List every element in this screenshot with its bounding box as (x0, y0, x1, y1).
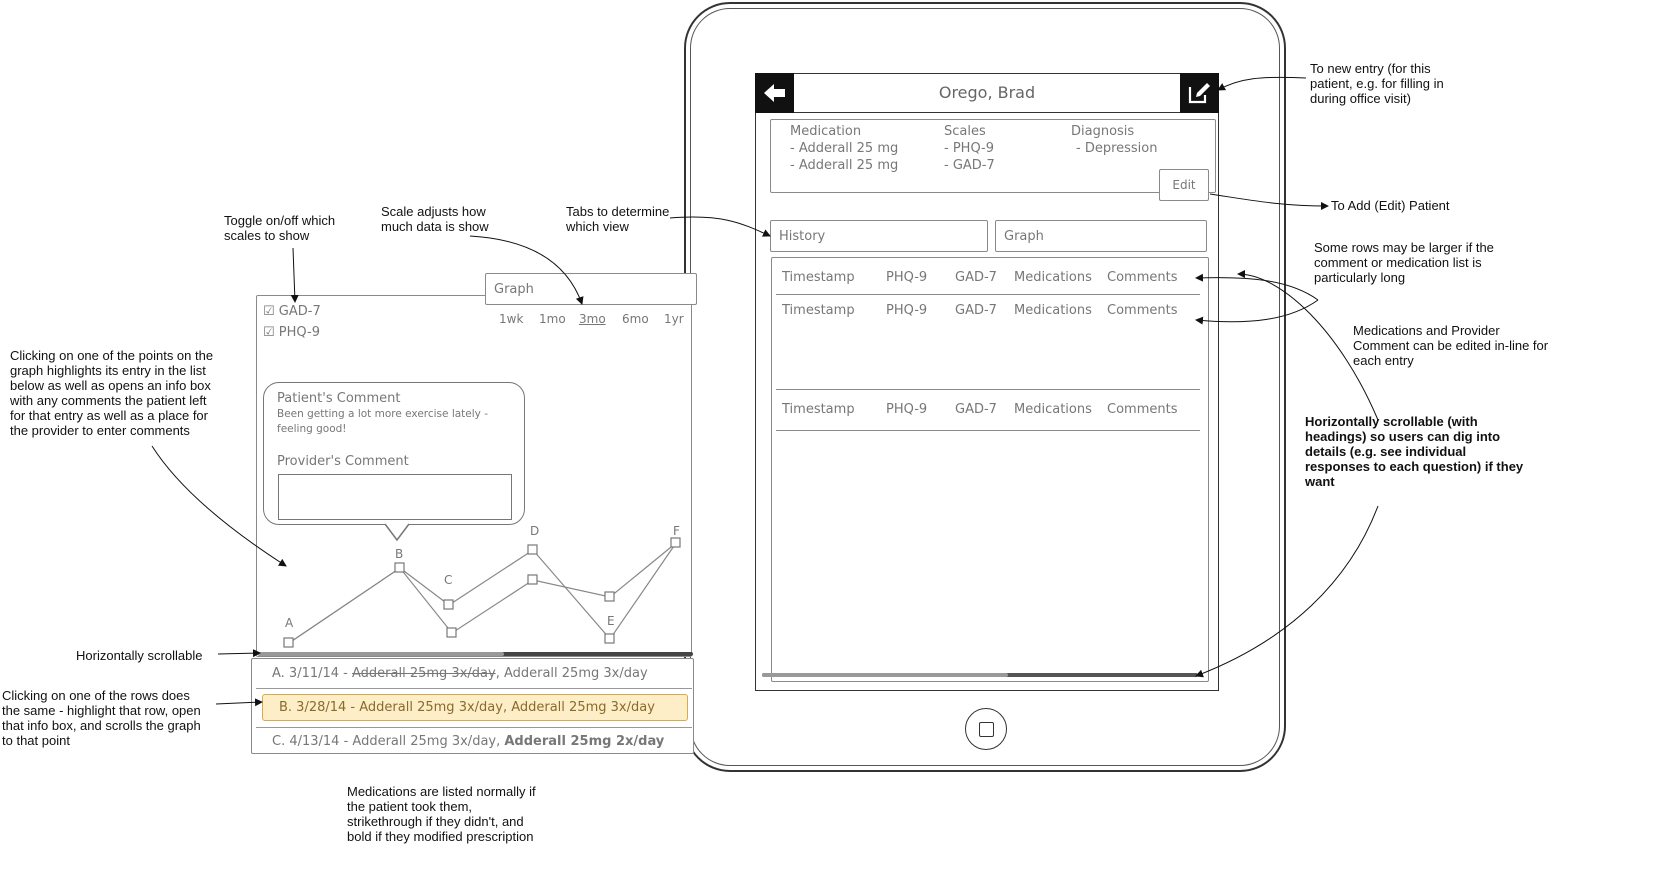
entry-medication: Adderall 25mg 3x/day, (352, 734, 505, 749)
checkbox-checked-icon: ☑ (263, 304, 275, 319)
row-timestamp: Timestamp (782, 303, 855, 318)
medication-item: - Adderall 25 mg (790, 158, 899, 173)
entry-medication: , Adderall 25mg 3x/day (495, 666, 648, 681)
provider-comment-heading: Provider's Comment (277, 454, 409, 469)
graph-horizontal-scrollbar[interactable] (258, 652, 693, 656)
edit-label: Edit (1172, 178, 1196, 192)
point-label-a: A (285, 616, 294, 630)
note-med-listing: Medications are listed normally if the p… (347, 784, 536, 844)
entry-prefix: A. 3/11/14 - Adderall 25mg 3x/day, Adder… (272, 666, 648, 681)
row-phq9: PHQ-9 (886, 402, 928, 417)
row-gad7: GAD-7 (955, 270, 997, 285)
arrow-horiz-scroll (217, 649, 261, 658)
list-item[interactable]: C. 4/13/14 - Adderall 25mg 3x/day, Adder… (256, 727, 692, 754)
history-table (771, 257, 1209, 682)
note-scale: Scale adjusts how much data is show (381, 204, 489, 234)
tab-history[interactable]: History (770, 220, 988, 252)
toggle-phq9[interactable]: ☑ PHQ-9 (263, 325, 320, 340)
row-phq9: PHQ-9 (886, 303, 928, 318)
patient-summary-card (770, 119, 1216, 193)
point-label-e: E (607, 614, 615, 628)
note-horiz-scroll-headings: Horizontally scrollable (with headings) … (1305, 414, 1524, 489)
row-medications[interactable]: Medications (1014, 270, 1092, 285)
patient-comment-line: feeling good! (277, 423, 347, 435)
edit-pencil-icon (1188, 83, 1210, 104)
home-button-square-icon (979, 722, 994, 737)
point-label-c: C (444, 573, 453, 587)
graph-tab-label: Graph (494, 282, 534, 297)
row-comments[interactable]: Comments (1107, 270, 1178, 285)
scales-heading: Scales (944, 124, 986, 139)
tab-graph[interactable]: Graph (995, 220, 1207, 252)
note-click-rows: Clicking on one of the rows does the sam… (2, 688, 201, 748)
row-timestamp: Timestamp (782, 402, 855, 417)
edit-patient-button[interactable]: Edit (1159, 169, 1209, 201)
back-arrow-icon (764, 84, 785, 102)
scale-3mo[interactable]: 3mo (579, 312, 606, 326)
diagnosis-item: - Depression (1076, 141, 1158, 156)
patient-name: Orego, Brad (938, 83, 1036, 102)
table-row[interactable]: Timestamp PHQ-9 GAD-7 Medications Commen… (776, 396, 1200, 431)
tab-graph-label: Graph (1004, 229, 1044, 244)
scale-item: - GAD-7 (944, 158, 995, 173)
scale-1wk[interactable]: 1wk (499, 312, 524, 326)
entry-bold-medication: Adderall 25mg 2x/day (504, 734, 665, 749)
list-item-highlighted[interactable]: B. 3/28/14 - Adderall 25mg 3x/day, Adder… (262, 694, 688, 721)
note-add-edit: To Add (Edit) Patient (1331, 198, 1450, 213)
table-row[interactable]: Timestamp PHQ-9 GAD-7 Medications Commen… (776, 264, 1200, 295)
medication-item: - Adderall 25 mg (790, 141, 899, 156)
diagnosis-heading: Diagnosis (1071, 124, 1135, 139)
note-horiz-scroll: Horizontally scrollable (76, 648, 203, 663)
arrow-toggle (290, 247, 299, 303)
row-gad7: GAD-7 (955, 402, 997, 417)
note-tabs: Tabs to determine which view (566, 204, 670, 234)
tab-history-label: History (779, 229, 826, 244)
entry-struck-medication: Adderall 25mg 3x/day (352, 666, 496, 681)
row-comments[interactable]: Comments (1107, 303, 1178, 318)
row-comments[interactable]: Comments (1107, 402, 1178, 417)
scale-item: - PHQ-9 (944, 141, 994, 156)
back-button[interactable] (755, 73, 794, 113)
checkbox-checked-icon: ☑ (263, 325, 275, 340)
note-inline-edit: Medications and Provider Comment can be … (1353, 323, 1549, 368)
row-medications[interactable]: Medications (1014, 303, 1092, 318)
entry-prefix: B. 3/28/14 - Adderall 25mg 3x/day, Adder… (279, 700, 655, 715)
home-button[interactable] (965, 708, 1007, 750)
note-click-points: Clicking on one of the points on the gra… (10, 348, 214, 438)
history-horizontal-scrollbar[interactable] (762, 673, 1198, 677)
row-phq9: PHQ-9 (886, 270, 928, 285)
row-timestamp: Timestamp (782, 270, 855, 285)
point-label-b: B (395, 547, 404, 561)
scale-1yr[interactable]: 1yr (664, 312, 684, 326)
note-toggle: Toggle on/off which scales to show (224, 213, 336, 243)
patient-comment-line: Been getting a lot more exercise lately … (277, 408, 489, 420)
graph-tab[interactable]: Graph (485, 273, 697, 305)
scrollbar-thumb[interactable] (762, 673, 1008, 677)
toggle-gad7[interactable]: ☑ GAD-7 (263, 304, 321, 319)
entry-prefix: C. 4/13/14 - Adderall 25mg 3x/day, Adder… (272, 734, 665, 749)
patient-comment-heading: Patient's Comment (277, 391, 401, 406)
medication-heading: Medication (790, 124, 862, 139)
info-box (263, 382, 525, 525)
entry-medication: Adderall 25mg 3x/day, Adderall 25mg 3x/d… (359, 700, 655, 715)
note-rows-larger: Some rows may be larger if the comment o… (1314, 240, 1494, 285)
table-row[interactable]: Timestamp PHQ-9 GAD-7 Medications Commen… (776, 297, 1200, 390)
provider-comment-input[interactable] (278, 474, 512, 520)
new-entry-button[interactable] (1180, 73, 1219, 113)
point-label-f: F (673, 524, 680, 538)
toggle-gad7-label: GAD-7 (278, 304, 321, 319)
patient-name-header: Orego, Brad (794, 73, 1180, 113)
toggle-phq9-label: PHQ-9 (278, 325, 320, 340)
note-new-entry: To new entry (for this patient, e.g. for… (1310, 61, 1444, 106)
scale-1mo[interactable]: 1mo (539, 312, 566, 326)
list-item[interactable]: A. 3/11/14 - Adderall 25mg 3x/day, Adder… (256, 660, 692, 689)
point-label-d: D (530, 524, 540, 538)
row-medications[interactable]: Medications (1014, 402, 1092, 417)
row-gad7: GAD-7 (955, 303, 997, 318)
scrollbar-thumb[interactable] (258, 652, 504, 656)
scale-6mo[interactable]: 6mo (622, 312, 649, 326)
